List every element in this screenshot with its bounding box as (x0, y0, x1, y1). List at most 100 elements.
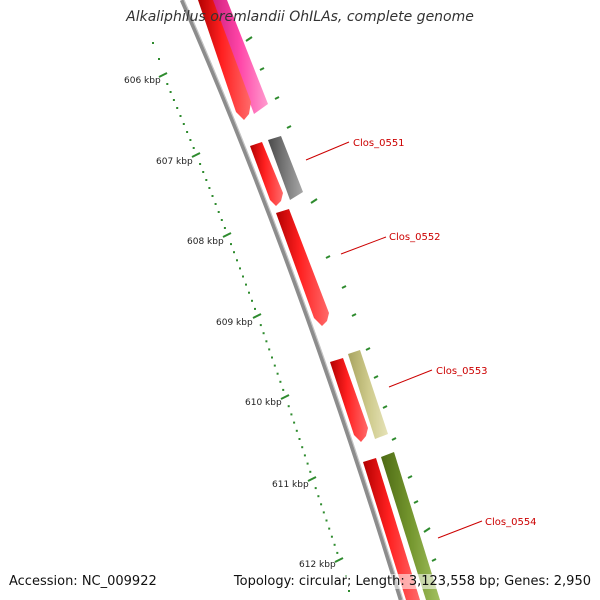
kbp-label: 608 kbp (187, 237, 224, 247)
minor-tick (251, 299, 253, 302)
genome-summary-text: Topology: circular; Length: 3,123,558 bp… (233, 574, 591, 589)
minor-tick (211, 195, 214, 197)
gene-label-clos-0554[interactable]: Clos_0554 (485, 517, 537, 528)
gene-label-clos-0551[interactable]: Clos_0551 (353, 138, 405, 149)
outer-marker (274, 96, 280, 100)
outer-marker (373, 375, 379, 379)
minor-tick (239, 267, 241, 270)
minor-tick (172, 99, 175, 101)
minor-tick (233, 251, 235, 254)
gene-label-clos-0553[interactable]: Clos_0553 (436, 366, 488, 377)
kbp-label: 607 kbp (156, 157, 193, 167)
minor-tick (152, 42, 154, 44)
major-tick (222, 232, 232, 238)
minor-tick (242, 275, 244, 278)
minor-tick (158, 58, 160, 60)
gene-labels: Clos_0551 Clos_0552 Clos_0553 Clos_0554 (353, 138, 537, 528)
outer-marker (413, 500, 419, 504)
minor-tick (217, 211, 220, 213)
outer-marker (245, 36, 253, 42)
outer-marker (365, 347, 371, 351)
kbp-label: 611 kbp (272, 480, 309, 490)
minor-tick (208, 187, 211, 189)
leader-line (305, 141, 350, 161)
major-tick (191, 152, 201, 158)
cds-arrow (276, 209, 329, 326)
feature-track-outer (212, 0, 440, 600)
minor-tick (303, 454, 306, 457)
minor-tick (336, 551, 339, 554)
minor-tick (282, 388, 285, 391)
minor-tick (202, 171, 205, 173)
minor-tick (268, 348, 271, 351)
major-tick (158, 72, 168, 78)
minor-tick (290, 413, 293, 416)
cds-arrow (250, 142, 283, 206)
minor-tick (287, 405, 290, 408)
feature-magenta (212, 0, 268, 114)
kbp-labels: 606 kbp 607 kbp 608 kbp 609 kbp 610 kbp … (124, 76, 336, 570)
outer-marker (382, 405, 388, 409)
minor-tick (273, 364, 276, 367)
minor-tick (322, 511, 325, 514)
feature-dark-gray (268, 136, 303, 200)
major-tick (307, 476, 317, 482)
leader-line (340, 236, 387, 255)
minor-tick (166, 83, 169, 85)
minor-tick (223, 227, 226, 229)
cds-arrow (198, 0, 251, 120)
major-tick (280, 394, 290, 400)
minor-tick (245, 283, 247, 286)
gene-label-clos-0552[interactable]: Clos_0552 (389, 232, 441, 243)
outer-marker (325, 255, 331, 259)
outer-marker (423, 527, 431, 533)
minor-tick (179, 115, 182, 117)
kbp-label: 612 kbp (299, 560, 336, 570)
accession-text: Accession: NC_009922 (9, 574, 157, 589)
minor-tick (328, 527, 331, 530)
outer-marker (286, 125, 292, 129)
outer-marker (391, 437, 397, 441)
genome-title: Alkaliphilus oremlandii OhILAs, complete… (126, 9, 474, 25)
minor-tick (236, 259, 238, 262)
minor-tick (279, 380, 282, 383)
feature-olive (381, 452, 440, 600)
kbp-label: 609 kbp (216, 318, 253, 328)
minor-tick (348, 590, 350, 592)
minor-tick (199, 163, 202, 165)
minor-tick (333, 543, 336, 546)
minor-tick (298, 438, 301, 440)
minor-tick (189, 139, 192, 141)
outer-marker (351, 313, 357, 317)
feature-khaki (348, 350, 388, 439)
minor-tick (306, 462, 309, 465)
major-tick (334, 557, 344, 563)
minor-tick (248, 291, 250, 294)
major-tick (252, 313, 262, 319)
gene-label-leaders (305, 141, 483, 539)
minor-tick (276, 372, 279, 375)
genome-backbone (179, 0, 404, 600)
minor-tick (254, 307, 256, 310)
minor-tick (317, 495, 320, 498)
outer-marker (310, 198, 318, 204)
kbp-label: 610 kbp (245, 398, 282, 408)
cds-arrow (363, 458, 420, 600)
minor-tick (271, 356, 273, 359)
minor-tick (186, 131, 189, 133)
kbp-tick-ruler (152, 42, 350, 592)
minor-tick (330, 535, 333, 538)
minor-tick (293, 421, 296, 424)
minor-tick (265, 340, 268, 343)
minor-tick (192, 147, 195, 149)
minor-tick (214, 203, 217, 205)
outer-marker (341, 285, 347, 289)
minor-tick (301, 446, 304, 449)
minor-tick (314, 487, 317, 490)
outer-marker (259, 67, 265, 71)
minor-tick (205, 179, 208, 181)
minor-tick (259, 324, 262, 327)
minor-tick (182, 123, 185, 125)
feature-track-cds (198, 0, 420, 600)
